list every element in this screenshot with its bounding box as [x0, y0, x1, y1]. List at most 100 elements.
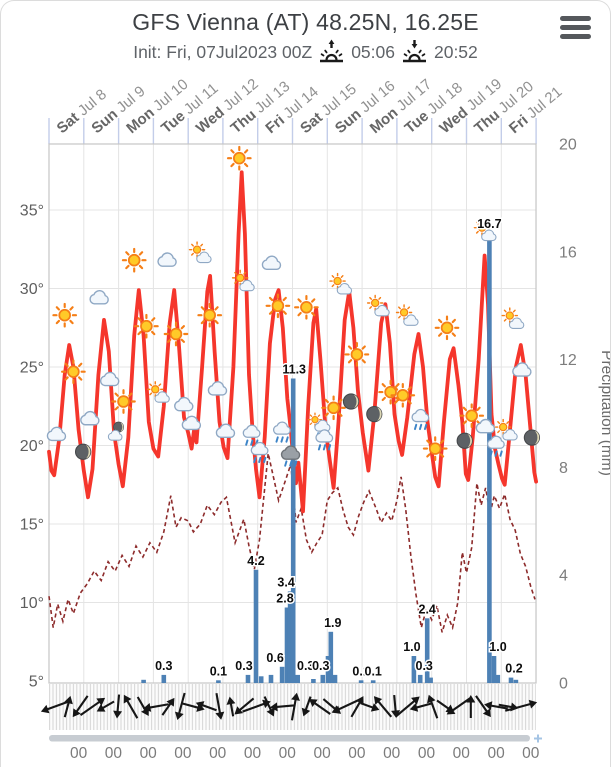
wind-arrow — [226, 696, 236, 717]
scroll-plus-icon[interactable] — [534, 734, 542, 743]
wind-arrow — [113, 694, 123, 719]
precip-bar — [253, 569, 259, 683]
svg-text:12: 12 — [559, 352, 577, 369]
wind-arrow — [446, 697, 471, 715]
moon-icon — [523, 429, 541, 446]
svg-text:30°: 30° — [20, 281, 44, 298]
wind-arrow — [63, 695, 73, 718]
sun-cloud-icon — [330, 274, 352, 294]
svg-text:00: 00 — [105, 745, 123, 762]
precip-bar — [161, 674, 167, 683]
hamburger-icon — [560, 16, 591, 21]
wind-arrow — [475, 695, 491, 718]
bottom-tick-labels: 00 00 00 00 00 00 00 00 00 00 00 00 00 00 — [70, 745, 540, 762]
wind-arrow — [466, 695, 476, 718]
svg-text:15°: 15° — [20, 517, 44, 534]
scrollbar[interactable] — [49, 735, 530, 742]
sunrise-time: 05:06 — [351, 41, 395, 62]
svg-text:2.8: 2.8 — [276, 592, 293, 606]
wind-arrow — [174, 692, 186, 721]
svg-text:5°: 5° — [29, 674, 44, 691]
sun-icon — [121, 247, 147, 273]
sunset-time: 20:52 — [433, 41, 478, 62]
menu-button[interactable] — [560, 16, 591, 39]
sun-icon — [134, 313, 159, 339]
svg-text:00: 00 — [453, 745, 471, 762]
svg-text:0: 0 — [559, 676, 568, 693]
page-title: GFS Vienna (AT) 48.25N, 16.25E — [132, 9, 479, 35]
sun-icon — [61, 359, 86, 385]
svg-text:1.0: 1.0 — [489, 640, 506, 654]
svg-text:8: 8 — [559, 460, 568, 477]
sun-icon — [52, 302, 78, 328]
svg-text:4: 4 — [559, 568, 568, 585]
wind-arrow — [215, 693, 225, 720]
moon-icon — [74, 443, 92, 460]
precip-bar — [495, 674, 501, 683]
svg-text:00: 00 — [70, 745, 88, 762]
precip-bar — [268, 674, 274, 683]
svg-text:00: 00 — [418, 745, 436, 762]
precip-bar — [487, 232, 492, 683]
precip-bar — [424, 618, 430, 683]
svg-text:10°: 10° — [20, 595, 44, 612]
wind-arrows — [40, 692, 538, 721]
svg-text:00: 00 — [244, 745, 262, 762]
svg-text:0.6: 0.6 — [266, 651, 283, 665]
cloud-icon — [157, 252, 177, 267]
svg-text:0.3: 0.3 — [235, 659, 252, 673]
cloud-rain-icon — [412, 409, 429, 429]
wind-arrow — [504, 699, 538, 712]
dewpoint-curve — [48, 453, 536, 633]
precip-bar — [284, 607, 290, 683]
svg-text:00: 00 — [522, 745, 540, 762]
svg-text:00: 00 — [279, 745, 297, 762]
svg-text:0.3: 0.3 — [155, 659, 172, 673]
wind-arrow — [142, 703, 169, 712]
wind-band — [49, 684, 536, 730]
svg-text:0.3: 0.3 — [416, 659, 433, 673]
svg-text:00: 00 — [348, 745, 366, 762]
cloud-icon — [99, 371, 120, 387]
svg-text:25°: 25° — [20, 360, 44, 377]
temp-axis-labels: 35° 30° 25° 20° 15° 10° 5° — [20, 203, 44, 691]
wind-arrow — [242, 699, 271, 713]
sun-icon — [197, 302, 223, 328]
svg-text:20°: 20° — [20, 438, 44, 455]
precip-bar — [332, 674, 338, 683]
svg-text:4.2: 4.2 — [247, 554, 264, 568]
precip-bar — [287, 591, 293, 683]
wind-arrow — [395, 696, 420, 718]
cloud-icon — [261, 255, 282, 271]
chart-header: GFS Vienna (AT) 48.25N, 16.25E Init: Fri… — [1, 1, 610, 65]
wind-arrow — [263, 696, 275, 717]
moon-icon — [342, 393, 360, 410]
precip-bar — [311, 679, 316, 683]
svg-text:00: 00 — [313, 745, 331, 762]
wind-arrow — [308, 699, 331, 715]
svg-text:00: 00 — [209, 745, 227, 762]
init-label: Init: Fri, 07Jul2023 00Z — [133, 41, 313, 62]
precip-bar — [279, 666, 285, 683]
precip-bar-labels: 0.3 0.1 0.34.20.62.83.411.30.30.31.90.10.1… — [154, 215, 525, 679]
wind-arrow — [331, 699, 359, 714]
precip-bar — [491, 656, 497, 683]
wind-arrow — [123, 694, 139, 719]
svg-text:00: 00 — [487, 745, 505, 762]
precip-bar — [245, 674, 251, 683]
wind-arrow — [290, 692, 300, 721]
precip-bar — [141, 679, 146, 683]
svg-text:0.1: 0.1 — [210, 664, 227, 678]
precip-bar — [328, 631, 334, 683]
precip-axis-title: Precipitation (mm) — [598, 350, 611, 476]
precip-bar — [216, 680, 221, 683]
svg-text:16: 16 — [559, 244, 577, 261]
svg-text:3.4: 3.4 — [277, 575, 294, 589]
wind-arrow — [96, 700, 115, 712]
subtitle-row: Init: Fri, 07Jul2023 00Z 05:06 — [1, 39, 610, 65]
wind-arrow — [391, 694, 401, 718]
sun-icon — [226, 145, 252, 171]
